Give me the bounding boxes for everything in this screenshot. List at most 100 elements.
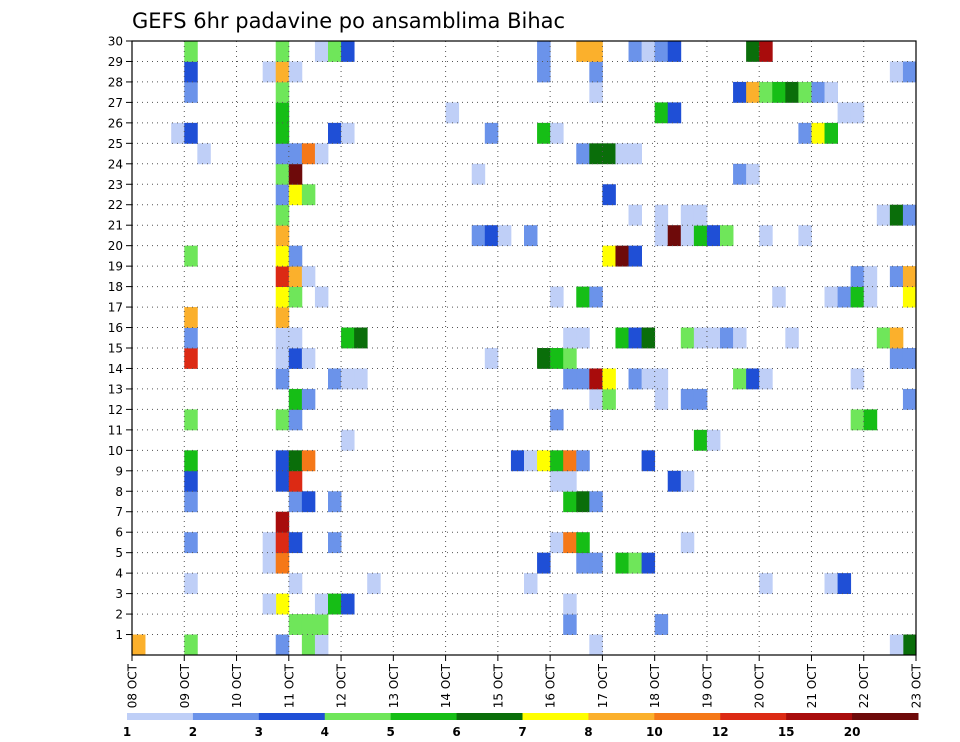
heatmap-cell xyxy=(706,225,721,247)
heatmap-cell xyxy=(445,102,460,124)
heatmap-cell xyxy=(288,266,303,287)
heatmap-cell xyxy=(275,225,290,247)
heatmap-cell xyxy=(589,286,603,308)
heatmap-cell xyxy=(288,61,303,83)
heatmap-cell xyxy=(275,41,290,62)
x-tick-label: 09 OCT xyxy=(178,663,192,708)
heatmap-cell xyxy=(341,41,355,62)
heatmap-cell xyxy=(314,41,329,62)
heatmap-cell xyxy=(328,122,342,144)
heatmap-cell xyxy=(902,634,916,655)
heatmap-cell xyxy=(641,552,656,574)
x-tick-label: 08 OCT xyxy=(126,663,140,708)
heatmap-cell xyxy=(746,368,760,390)
heatmap-cell xyxy=(641,368,656,390)
heatmap-cell xyxy=(184,634,198,655)
heatmap-cell xyxy=(576,450,590,472)
heatmap-cell xyxy=(275,81,290,103)
heatmap-cell xyxy=(680,204,695,226)
heatmap-cell xyxy=(328,491,342,513)
y-tick-label: 30 xyxy=(108,35,123,49)
heatmap-cell xyxy=(288,388,303,410)
heatmap-cell xyxy=(628,245,642,267)
heatmap-cell xyxy=(576,491,590,513)
y-tick-label: 16 xyxy=(108,321,123,335)
heatmap-cell xyxy=(132,634,146,655)
heatmap-cell xyxy=(746,163,760,185)
heatmap-cell xyxy=(720,225,734,247)
heatmap-cell xyxy=(654,225,669,247)
heatmap-cell xyxy=(301,348,316,369)
heatmap-cell xyxy=(589,143,603,165)
heatmap-cell xyxy=(798,81,812,103)
heatmap-cell xyxy=(275,266,290,287)
heatmap-cell xyxy=(262,532,277,554)
heatmap-cell xyxy=(589,61,603,83)
heatmap-cell xyxy=(288,532,303,554)
heatmap-cell xyxy=(275,286,290,308)
heatmap-cell xyxy=(746,81,760,103)
heatmap-cell xyxy=(288,470,303,492)
y-tick-label: 9 xyxy=(115,464,123,478)
colorbar-label: 10 xyxy=(646,725,663,739)
heatmap-cell xyxy=(184,491,198,513)
heatmap-cell xyxy=(537,122,551,144)
heatmap-cell xyxy=(720,327,734,349)
heatmap-cell xyxy=(576,327,590,349)
heatmap-cell xyxy=(275,552,290,574)
heatmap-cell xyxy=(367,573,381,594)
colorbar-swatch xyxy=(192,713,260,720)
colorbar-swatch xyxy=(786,713,853,720)
heatmap-cell xyxy=(184,450,198,472)
heatmap-cell xyxy=(524,450,538,472)
colorbar-swatch xyxy=(127,713,194,720)
heatmap-cell xyxy=(628,41,642,62)
x-tick-label: 15 OCT xyxy=(491,663,505,708)
heatmap-cell xyxy=(288,143,303,165)
heatmap-cell xyxy=(576,41,590,62)
heatmap-cell xyxy=(563,368,577,390)
heatmap-cell xyxy=(328,593,342,615)
y-tick-label: 20 xyxy=(108,239,123,253)
heatmap-cell xyxy=(680,225,695,247)
heatmap-cell xyxy=(275,204,290,226)
heatmap-cell xyxy=(589,388,603,410)
heatmap-cell xyxy=(680,470,695,492)
colorbar-swatch xyxy=(588,713,655,720)
heatmap-cell xyxy=(184,573,198,594)
y-tick-label: 19 xyxy=(108,260,123,274)
y-tick-label: 8 xyxy=(115,485,123,499)
heatmap-cell xyxy=(902,286,916,308)
heatmap-cell xyxy=(680,388,695,410)
heatmap-cell xyxy=(824,286,838,308)
y-tick-label: 26 xyxy=(108,116,123,130)
heatmap-cell xyxy=(889,61,904,83)
heatmap-cell xyxy=(733,81,747,103)
x-tick-label: 16 OCT xyxy=(544,663,558,708)
y-tick-label: 12 xyxy=(108,403,123,417)
heatmap-cell xyxy=(850,266,865,287)
x-tick-label: 21 OCT xyxy=(805,663,819,708)
heatmap-cell xyxy=(759,81,773,103)
heatmap-cell xyxy=(275,122,290,144)
heatmap-cell xyxy=(824,122,838,144)
heatmap-cell xyxy=(288,614,303,635)
y-tick-label: 18 xyxy=(108,280,123,294)
heatmap-cell xyxy=(510,450,525,472)
heatmap-cell xyxy=(628,552,642,574)
y-tick-label: 15 xyxy=(108,342,123,356)
heatmap-cell xyxy=(563,532,577,554)
colorbar-label: 1 xyxy=(123,725,131,739)
heatmap-cell xyxy=(563,593,577,615)
heatmap-cell xyxy=(615,245,629,267)
heatmap-cell xyxy=(902,348,916,369)
heatmap-cell xyxy=(850,368,865,390)
heatmap-cell xyxy=(811,122,825,144)
heatmap-cell xyxy=(902,204,916,226)
heatmap-cell xyxy=(184,348,198,369)
heatmap-cell xyxy=(288,491,303,513)
heatmap-cell xyxy=(850,102,865,124)
heatmap-cell xyxy=(275,61,290,83)
heatmap-cell xyxy=(798,225,812,247)
x-tick-label: 19 OCT xyxy=(700,663,714,708)
